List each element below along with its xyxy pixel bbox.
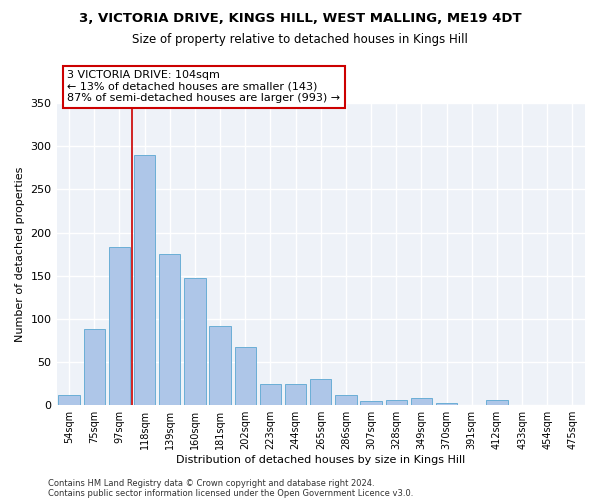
Bar bbox=[335, 395, 356, 405]
Bar bbox=[436, 402, 457, 405]
Bar bbox=[411, 398, 432, 405]
Bar bbox=[386, 400, 407, 405]
Bar bbox=[134, 155, 155, 405]
Bar bbox=[209, 326, 231, 405]
Bar bbox=[361, 401, 382, 405]
Bar bbox=[159, 254, 181, 405]
Text: 3 VICTORIA DRIVE: 104sqm
← 13% of detached houses are smaller (143)
87% of semi-: 3 VICTORIA DRIVE: 104sqm ← 13% of detach… bbox=[67, 70, 340, 103]
X-axis label: Distribution of detached houses by size in Kings Hill: Distribution of detached houses by size … bbox=[176, 455, 466, 465]
Bar bbox=[260, 384, 281, 405]
Bar bbox=[310, 380, 331, 405]
Bar bbox=[235, 346, 256, 405]
Bar bbox=[285, 384, 307, 405]
Text: Contains HM Land Registry data © Crown copyright and database right 2024.: Contains HM Land Registry data © Crown c… bbox=[48, 478, 374, 488]
Bar bbox=[58, 395, 80, 405]
Text: Contains public sector information licensed under the Open Government Licence v3: Contains public sector information licen… bbox=[48, 488, 413, 498]
Bar bbox=[184, 278, 206, 405]
Y-axis label: Number of detached properties: Number of detached properties bbox=[15, 166, 25, 342]
Text: 3, VICTORIA DRIVE, KINGS HILL, WEST MALLING, ME19 4DT: 3, VICTORIA DRIVE, KINGS HILL, WEST MALL… bbox=[79, 12, 521, 26]
Bar bbox=[109, 248, 130, 405]
Bar bbox=[83, 330, 105, 405]
Bar bbox=[486, 400, 508, 405]
Text: Size of property relative to detached houses in Kings Hill: Size of property relative to detached ho… bbox=[132, 32, 468, 46]
